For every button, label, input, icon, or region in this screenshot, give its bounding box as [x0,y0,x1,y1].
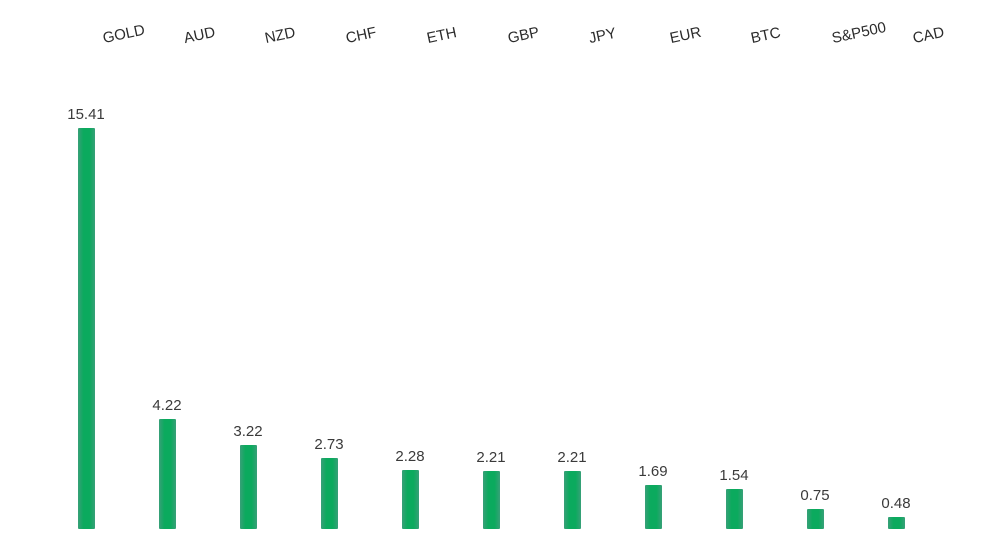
bar-eur [644,485,662,529]
category-label: S&P500 [830,18,888,48]
category-label: BTC [749,24,783,48]
category-label: EUR [668,23,703,48]
value-label: 15.41 [67,106,105,123]
value-label: 3.22 [233,423,263,440]
bar-eth [401,470,419,529]
bar-gold [77,128,95,529]
bar-sp500 [806,509,824,529]
bar-aud [158,419,176,529]
value-label: 2.28 [395,448,425,465]
category-label: CAD [911,23,946,48]
bar-chf [320,458,338,529]
category-label: CHF [344,23,378,48]
category-label: NZD [263,23,297,48]
value-label: 2.21 [557,449,587,466]
bar-gbp [482,471,500,529]
category-label: ETH [425,24,459,48]
bar-jpy [563,471,581,529]
value-label: 1.54 [719,467,749,484]
bar-btc [725,489,743,529]
category-label: AUD [182,23,217,48]
value-label: 2.73 [314,436,344,453]
value-label: 2.21 [476,449,506,466]
value-label: 0.75 [800,487,830,504]
category-label: GOLD [101,21,147,48]
bar-nzd [239,445,257,529]
category-label: GBP [506,23,541,48]
value-label: 0.48 [881,495,911,512]
value-label: 1.69 [638,463,668,480]
bar-cad [887,517,905,529]
value-label: 4.22 [152,397,182,414]
category-label: JPY [587,24,618,48]
